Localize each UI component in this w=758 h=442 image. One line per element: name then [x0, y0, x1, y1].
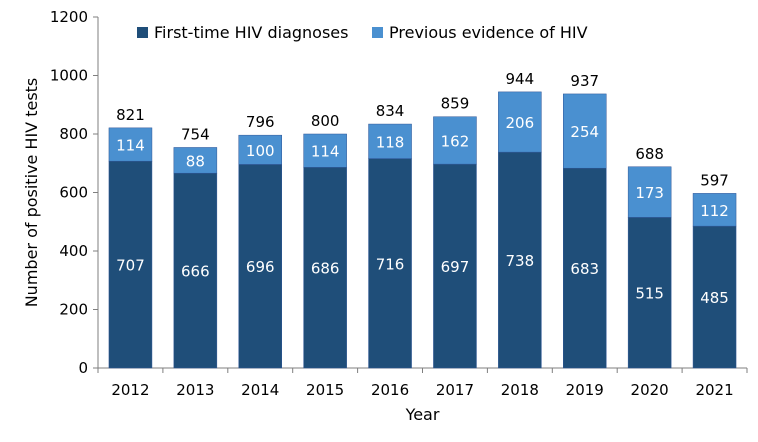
total-value-label: 796 [246, 113, 275, 131]
segment-value-label: 696 [246, 258, 275, 276]
total-value-label: 597 [700, 171, 729, 189]
bars [108, 91, 737, 369]
segment-value-label: 686 [311, 260, 340, 278]
y-axis-title: Number of positive HIV tests [22, 78, 41, 308]
bar-first-time-2016 [368, 158, 412, 369]
bar-first-time-2015 [303, 167, 347, 369]
segment-value-label: 707 [116, 257, 145, 275]
x-tick-label: 2017 [436, 381, 474, 399]
bar-previous-evidence-2015 [303, 133, 347, 168]
y-tick-label: 200 [59, 301, 88, 319]
segment-value-label: 206 [506, 114, 535, 132]
legend-label: First-time HIV diagnoses [154, 23, 348, 42]
x-tick-label: 2013 [176, 381, 214, 399]
y-tick-label: 1000 [50, 67, 88, 85]
segment-value-label: 114 [311, 143, 340, 161]
bar-previous-evidence-2014 [238, 134, 282, 165]
x-axis-title: Year [405, 405, 440, 424]
y-tick-label: 800 [59, 125, 88, 143]
bar-previous-evidence-2018 [498, 91, 542, 153]
bar-first-time-2017 [433, 163, 477, 369]
bar-first-time-2013 [173, 172, 218, 369]
total-value-label: 821 [116, 106, 145, 124]
segment-value-label: 515 [635, 285, 664, 303]
x-tick-label: 2020 [631, 381, 669, 399]
segment-value-label: 697 [441, 258, 470, 276]
bar-first-time-2021 [692, 225, 737, 369]
data-labels: 707 114 821 666 88 754 696 100 796 686 114 800 716 11… [116, 70, 729, 307]
total-value-label: 834 [376, 102, 405, 120]
bar-previous-evidence-2013 [173, 147, 218, 174]
segment-value-label: 666 [181, 263, 210, 281]
bar-previous-evidence-2016 [368, 123, 412, 159]
total-value-label: 859 [441, 95, 470, 113]
y-tick-label: 600 [59, 184, 88, 202]
bar-previous-evidence-2017 [433, 116, 477, 165]
x-tick-label: 2021 [695, 381, 733, 399]
total-value-label: 800 [311, 112, 340, 130]
segment-value-label: 100 [246, 142, 275, 160]
legend-swatch [372, 27, 383, 38]
segment-value-label: 162 [441, 132, 470, 150]
y-tick-label: 1200 [50, 8, 88, 26]
legend-swatch [137, 27, 148, 38]
total-value-label: 944 [506, 70, 535, 88]
segment-value-label: 716 [376, 255, 405, 273]
total-value-label: 754 [181, 125, 210, 143]
total-value-label: 688 [635, 145, 664, 163]
segment-value-label: 683 [570, 260, 599, 278]
x-tick-label: 2019 [566, 381, 604, 399]
segment-value-label: 485 [700, 289, 729, 307]
legend: First-time HIV diagnoses Previous evidenc… [137, 23, 588, 42]
segment-value-label: 254 [570, 123, 599, 141]
bar-first-time-2012 [108, 160, 153, 369]
segment-value-label: 118 [376, 133, 405, 151]
axes: 0 200 400 600 800 1000 1200 2012 2013 2014 2015 201… [22, 8, 748, 424]
x-tick-label: 2014 [241, 381, 279, 399]
segment-value-label: 114 [116, 137, 145, 155]
bar-first-time-2019 [563, 167, 607, 369]
bar-previous-evidence-2012 [108, 127, 153, 162]
bar-previous-evidence-2021 [692, 193, 737, 227]
y-tick-label: 0 [78, 359, 88, 377]
legend-label: Previous evidence of HIV [389, 23, 588, 42]
x-tick-label: 2016 [371, 381, 409, 399]
x-tick-label: 2012 [111, 381, 149, 399]
bar-first-time-2018 [498, 151, 542, 369]
x-tick-label: 2018 [501, 381, 539, 399]
segment-value-label: 173 [635, 184, 664, 202]
segment-value-label: 88 [186, 152, 205, 170]
bar-first-time-2014 [238, 164, 282, 369]
y-tick-label: 400 [59, 242, 88, 260]
bar-previous-evidence-2020 [627, 166, 672, 218]
total-value-label: 937 [570, 72, 599, 90]
x-tick-label: 2015 [306, 381, 344, 399]
bar-previous-evidence-2019 [563, 93, 607, 169]
segment-value-label: 112 [700, 202, 729, 220]
segment-value-label: 738 [506, 252, 535, 270]
